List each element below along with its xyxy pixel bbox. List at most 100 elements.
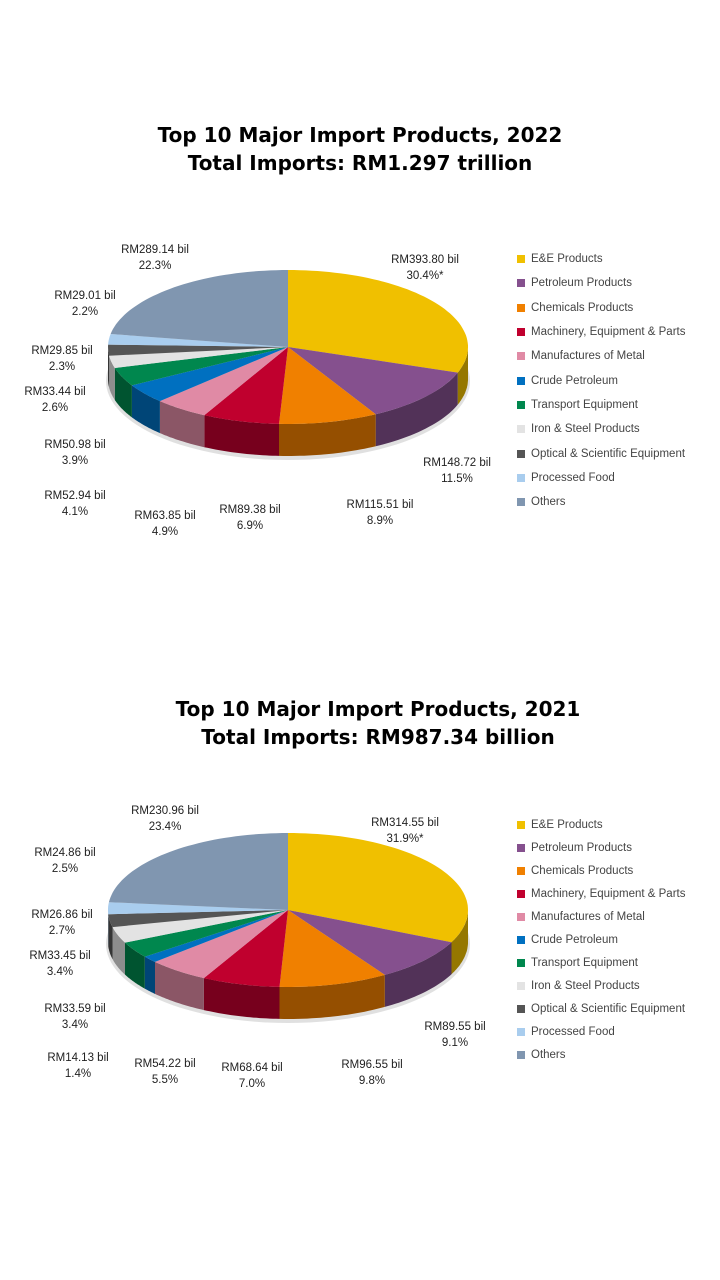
percent-label: 2.3% bbox=[48, 361, 76, 373]
data-label-ee-products: RM314.55 bil 31.9%* bbox=[371, 815, 439, 847]
legend-item-others: Others bbox=[517, 490, 685, 514]
slice-side-petroleum-products bbox=[384, 942, 452, 1007]
slice-side-petroleum-products bbox=[375, 372, 458, 447]
legend-swatch bbox=[517, 303, 525, 312]
legend-swatch bbox=[517, 912, 525, 921]
data-label-processed-food: RM24.86 bil 2.5% bbox=[34, 845, 95, 877]
percent-label: 4.9% bbox=[151, 526, 179, 538]
data-label-chemicals-products: RM96.55 bil 9.8% bbox=[341, 1057, 402, 1089]
chart-title-line: Top 10 Major Import Products, 2021 bbox=[175, 697, 581, 721]
data-label-manufactures-of-metal: RM54.22 bil 5.5% bbox=[134, 1056, 195, 1088]
legend-swatch bbox=[517, 981, 525, 990]
legend-item-petroleum-products: Petroleum Products bbox=[517, 271, 685, 295]
legend-swatch bbox=[517, 820, 525, 829]
value-label: RM24.86 bil bbox=[34, 847, 96, 859]
data-label-others: RM230.96 bil 23.4% bbox=[131, 803, 199, 835]
legend-label: Optical & Scientific Equipment bbox=[531, 1002, 686, 1015]
legend-item-transport-equipment: Transport Equipment bbox=[517, 951, 685, 974]
chart-title: Top 10 Major Import Products, 2022 Total… bbox=[0, 121, 720, 177]
chart-title: Top 10 Major Import Products, 2021 Total… bbox=[18, 695, 720, 751]
legend-swatch bbox=[517, 376, 525, 385]
slice-chemicals-products bbox=[279, 347, 376, 424]
legend-label: Machinery, Equipment & Parts bbox=[531, 887, 686, 900]
slice-manufactures-of-metal bbox=[155, 910, 288, 979]
legend-label: Others bbox=[531, 1048, 566, 1061]
data-label-machinery-equipment-parts: RM68.64 bil 7.0% bbox=[221, 1060, 282, 1092]
percent-label: 8.9% bbox=[366, 515, 394, 527]
percent-label: 5.5% bbox=[151, 1074, 179, 1086]
data-label-petroleum-products: RM89.55 bil 9.1% bbox=[424, 1019, 485, 1051]
legend-item-iron-steel-products: Iron & Steel Products bbox=[517, 417, 685, 441]
data-label-ee-products: RM393.80 bil 30.4%* bbox=[391, 252, 459, 284]
data-label-optical-scientific-equipment: RM29.85 bil 2.3% bbox=[31, 343, 92, 375]
data-label-transport-equipment: RM50.98 bil 3.9% bbox=[44, 437, 105, 469]
value-label: RM89.55 bil bbox=[424, 1021, 486, 1033]
legend-swatch bbox=[517, 449, 525, 458]
slice-side-crude-petroleum bbox=[144, 956, 155, 994]
slice-side-ee-products bbox=[451, 910, 468, 975]
legend-item-crude-petroleum: Crude Petroleum bbox=[517, 928, 685, 951]
slice-side-ee-products bbox=[457, 347, 468, 405]
percent-label: 11.5% bbox=[441, 473, 473, 485]
legend-item-chemicals-products: Chemicals Products bbox=[517, 296, 685, 320]
value-label: RM314.55 bil bbox=[371, 817, 439, 829]
percent-label: 2.6% bbox=[41, 402, 69, 414]
value-label: RM68.64 bil bbox=[221, 1062, 283, 1074]
legend-swatch bbox=[517, 958, 525, 967]
data-label-transport-equipment: RM33.59 bil 3.4% bbox=[44, 1001, 105, 1033]
legend-label: Iron & Steel Products bbox=[531, 423, 640, 436]
value-label: RM289.14 bil bbox=[121, 244, 189, 256]
slice-side-transport-equipment bbox=[114, 368, 132, 418]
slice-machinery-equipment-parts bbox=[204, 347, 288, 424]
slice-side-optical-scientific-equipment bbox=[108, 347, 110, 388]
slice-side-chemicals-products bbox=[279, 974, 385, 1019]
legend-swatch bbox=[517, 352, 525, 361]
slice-side-machinery-equipment-parts bbox=[204, 415, 279, 456]
percent-label: 2.2% bbox=[71, 306, 99, 318]
slice-iron-steel-products bbox=[109, 347, 288, 368]
value-label: RM393.80 bil bbox=[391, 254, 459, 266]
legend-label: Transport Equipment bbox=[531, 956, 638, 969]
legend-label: Others bbox=[531, 496, 566, 509]
slice-manufactures-of-metal bbox=[159, 347, 288, 416]
legend-swatch bbox=[517, 1050, 525, 1059]
slice-side-manufactures-of-metal bbox=[159, 401, 205, 448]
data-label-manufactures-of-metal: RM63.85 bil 4.9% bbox=[134, 508, 195, 540]
legend-label: Crude Petroleum bbox=[531, 933, 618, 946]
legend-label: E&E Products bbox=[531, 253, 603, 266]
value-label: RM148.72 bil bbox=[423, 457, 491, 469]
legend-swatch bbox=[517, 498, 525, 507]
slice-side-manufactures-of-metal bbox=[155, 961, 204, 1011]
data-label-iron-steel-products: RM33.44 bil 2.6% bbox=[24, 384, 85, 416]
value-label: RM96.55 bil bbox=[341, 1059, 403, 1071]
value-label: RM115.51 bil bbox=[346, 499, 414, 511]
legend-label: Manufactures of Metal bbox=[531, 350, 645, 363]
legend-item-ee-products: E&E Products bbox=[517, 247, 685, 271]
slice-transport-equipment bbox=[125, 910, 288, 957]
legend-label: Chemicals Products bbox=[531, 864, 634, 877]
percent-label: 4.1% bbox=[61, 506, 89, 518]
legend-item-optical-scientific-equipment: Optical & Scientific Equipment bbox=[517, 997, 685, 1020]
data-label-crude-petroleum: RM14.13 bil 1.4% bbox=[47, 1050, 108, 1082]
slice-side-transport-equipment bbox=[125, 942, 145, 989]
value-label: RM63.85 bil bbox=[134, 510, 196, 522]
value-label: RM33.44 bil bbox=[24, 386, 86, 398]
percent-label: 30.4%* bbox=[406, 270, 444, 282]
legend-item-processed-food: Processed Food bbox=[517, 1020, 685, 1043]
legend-swatch bbox=[517, 866, 525, 875]
slice-optical-scientific-equipment bbox=[108, 344, 288, 356]
legend-swatch bbox=[517, 400, 525, 409]
legend-label: E&E Products bbox=[531, 818, 603, 831]
legend-label: Optical & Scientific Equipment bbox=[531, 447, 686, 460]
legend-swatch bbox=[517, 255, 525, 264]
legend: E&E Products Petroleum Products Chemicals … bbox=[517, 247, 685, 514]
slice-side-iron-steel-products bbox=[112, 927, 125, 975]
data-label-chemicals-products: RM115.51 bil 8.9% bbox=[347, 497, 414, 529]
legend-label: Crude Petroleum bbox=[531, 374, 618, 387]
percent-label: 2.5% bbox=[51, 863, 79, 875]
percent-label: 1.4% bbox=[64, 1068, 92, 1080]
chart-subtitle: Total Imports: RM987.34 billion bbox=[201, 725, 555, 749]
percent-label: 31.9%* bbox=[386, 833, 424, 845]
percent-label: 3.4% bbox=[46, 966, 74, 978]
